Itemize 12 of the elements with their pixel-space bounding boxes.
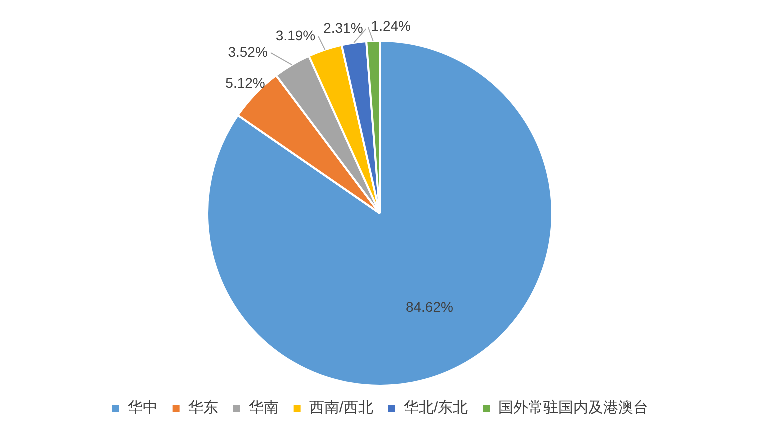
legend-label: 华东 (188, 400, 218, 417)
legend-label: 西南/西北 (309, 400, 374, 417)
legend-label: 华北/东北 (404, 400, 468, 417)
legend-label: 国外常驻国内及港澳台 (498, 400, 649, 417)
data-label: 3.19% (276, 28, 316, 44)
data-label: 2.31% (324, 20, 364, 36)
legend-label: 华南 (248, 400, 279, 417)
data-label: 5.12% (226, 75, 266, 92)
data-label: 3.52% (228, 44, 268, 60)
data-label: 1.24% (371, 18, 411, 34)
legend-label: 华中 (128, 400, 158, 417)
data-label: 84.62% (406, 299, 454, 316)
